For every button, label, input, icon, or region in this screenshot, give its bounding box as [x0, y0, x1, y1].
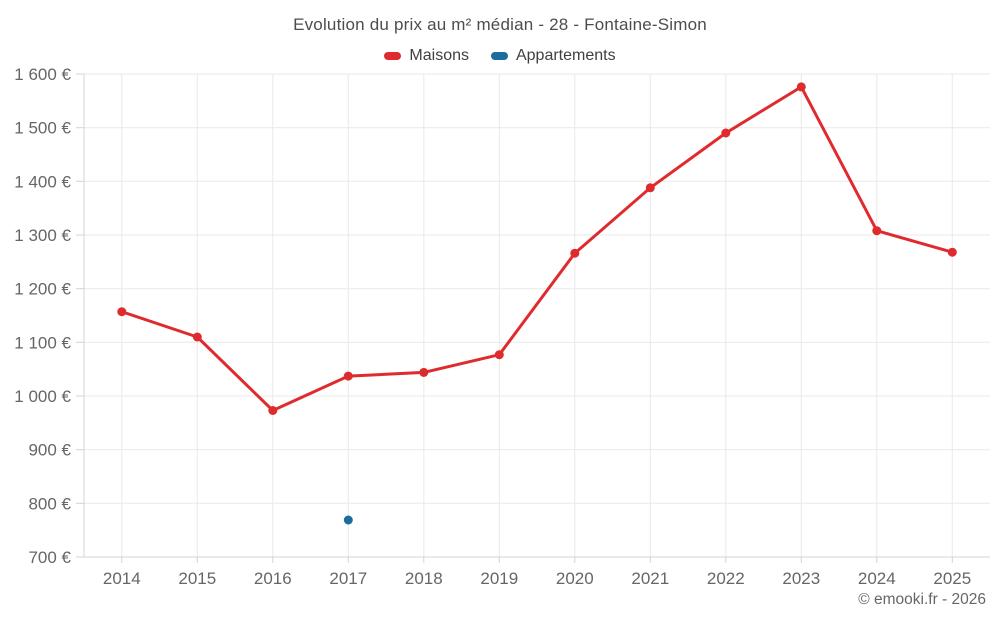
legend-label-maisons: Maisons — [409, 47, 469, 64]
legend-swatch-appartements — [490, 52, 508, 60]
y-axis-label: 1 300 € — [14, 226, 71, 245]
x-axis-label: 2016 — [254, 569, 292, 588]
x-axis-label: 2020 — [556, 569, 594, 588]
point-maisons-2018[interactable] — [419, 367, 429, 377]
point-maisons-2014[interactable] — [117, 307, 127, 317]
legend-item-appartements[interactable]: Appartements — [490, 47, 616, 65]
point-maisons-2016[interactable] — [268, 406, 278, 415]
legend-label-appartements: Appartements — [515, 47, 616, 64]
y-axis-label: 800 € — [28, 494, 71, 513]
legend-item-maisons[interactable]: Maisons — [384, 47, 469, 65]
point-maisons-2025[interactable] — [947, 247, 957, 257]
x-axis-label: 2024 — [858, 569, 896, 588]
y-axis-label: 900 € — [28, 441, 71, 460]
y-axis-label: 1 400 € — [14, 172, 71, 191]
x-axis-label: 2017 — [329, 569, 367, 588]
x-axis-label: 2015 — [178, 569, 216, 588]
y-axis-label: 1 100 € — [14, 333, 71, 352]
point-maisons-2023[interactable] — [796, 82, 806, 92]
chart-title: Evolution du prix au m² médian - 28 - Fo… — [293, 15, 707, 34]
point-maisons-2017[interactable] — [343, 371, 353, 381]
x-axis-label: 2023 — [782, 569, 820, 588]
y-axis-label: 1 600 € — [14, 65, 71, 84]
point-maisons-2015[interactable] — [192, 332, 202, 342]
x-axis-label: 2014 — [103, 569, 141, 588]
x-axis-label: 2018 — [405, 569, 443, 588]
point-maisons-2022[interactable] — [721, 128, 731, 138]
x-axis-label: 2025 — [933, 569, 971, 588]
series-line-maisons — [120, 85, 954, 412]
y-axis-label: 1 200 € — [14, 280, 71, 299]
credit: © emooki.fr - 2026 — [858, 591, 986, 608]
legend: Maisons Appartements — [0, 45, 1000, 67]
point-maisons-2021[interactable] — [645, 183, 655, 193]
point-maisons-2019[interactable] — [494, 350, 504, 360]
point-appartements-2017[interactable] — [343, 515, 353, 525]
point-maisons-2020[interactable] — [570, 248, 580, 258]
point-maisons-2024[interactable] — [872, 226, 882, 236]
x-axis-label: 2022 — [707, 569, 745, 588]
y-axis-label: 1 000 € — [14, 387, 71, 406]
y-axis-label: 1 500 € — [14, 119, 71, 138]
x-axis-label: 2019 — [480, 569, 518, 588]
x-axis-label: 2021 — [631, 569, 669, 588]
y-axis-label: 700 € — [28, 548, 71, 567]
legend-swatch-maisons — [384, 52, 402, 60]
